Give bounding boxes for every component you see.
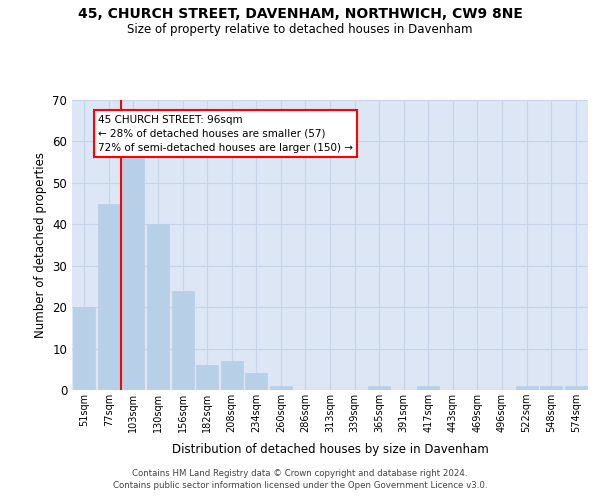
Bar <box>540 386 562 390</box>
Text: Distribution of detached houses by size in Davenham: Distribution of detached houses by size … <box>172 442 488 456</box>
Bar <box>245 374 268 390</box>
Bar <box>270 386 292 390</box>
Text: 45, CHURCH STREET, DAVENHAM, NORTHWICH, CW9 8NE: 45, CHURCH STREET, DAVENHAM, NORTHWICH, … <box>77 8 523 22</box>
Bar <box>196 365 218 390</box>
Bar <box>221 361 243 390</box>
Y-axis label: Number of detached properties: Number of detached properties <box>34 152 47 338</box>
Bar <box>368 386 390 390</box>
Bar <box>147 224 169 390</box>
Bar <box>73 307 95 390</box>
Bar <box>172 290 194 390</box>
Text: Size of property relative to detached houses in Davenham: Size of property relative to detached ho… <box>127 22 473 36</box>
Bar <box>515 386 538 390</box>
Text: 45 CHURCH STREET: 96sqm
← 28% of detached houses are smaller (57)
72% of semi-de: 45 CHURCH STREET: 96sqm ← 28% of detache… <box>98 114 353 152</box>
Text: Contains public sector information licensed under the Open Government Licence v3: Contains public sector information licen… <box>113 481 487 490</box>
Bar <box>417 386 439 390</box>
Bar <box>565 386 587 390</box>
Bar <box>122 150 145 390</box>
Text: Contains HM Land Registry data © Crown copyright and database right 2024.: Contains HM Land Registry data © Crown c… <box>132 468 468 477</box>
Bar <box>98 204 120 390</box>
